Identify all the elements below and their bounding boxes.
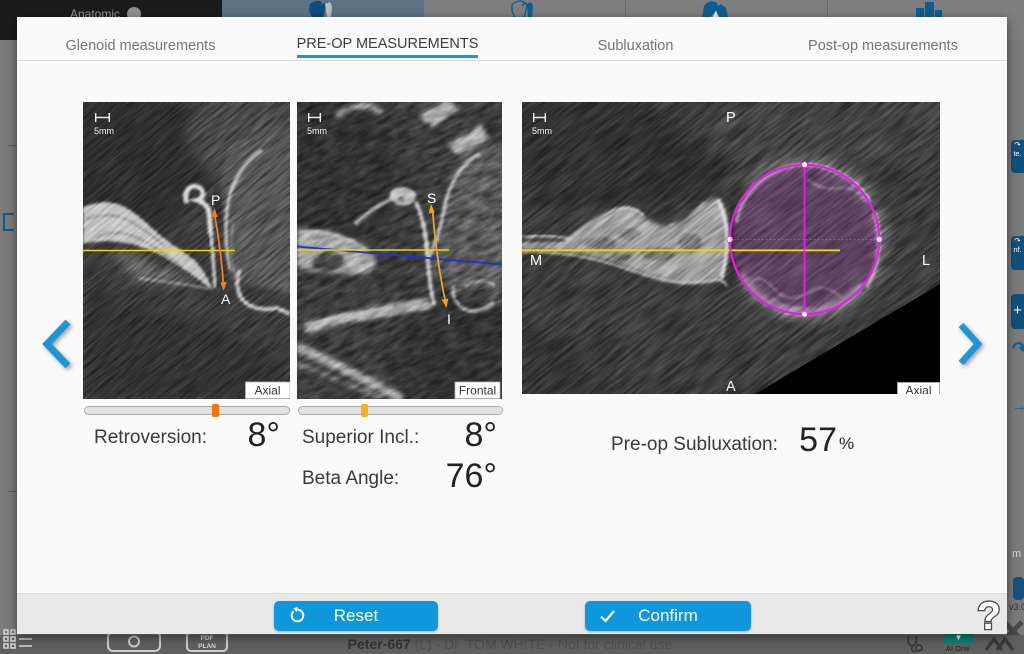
svg-text:A: A [221,291,231,307]
svg-text:PDF: PDF [201,635,214,642]
svg-text:P: P [211,192,220,208]
svg-text:M: M [530,253,542,269]
svg-text:5mm: 5mm [94,126,114,136]
svg-text:P: P [726,110,736,126]
svg-text:Axial: Axial [254,384,280,398]
svg-text:I: I [447,311,451,327]
svg-text:5mm: 5mm [307,126,327,136]
svg-text:Axial: Axial [905,384,931,395]
svg-text:?: ? [977,597,1001,635]
svg-text:S: S [427,190,436,206]
svg-text:Frontal: Frontal [459,384,496,398]
svg-text:A: A [726,379,736,394]
svg-text:PLAN: PLAN [198,643,216,650]
svg-text:5mm: 5mm [532,126,552,136]
svg-text:L: L [922,253,930,269]
